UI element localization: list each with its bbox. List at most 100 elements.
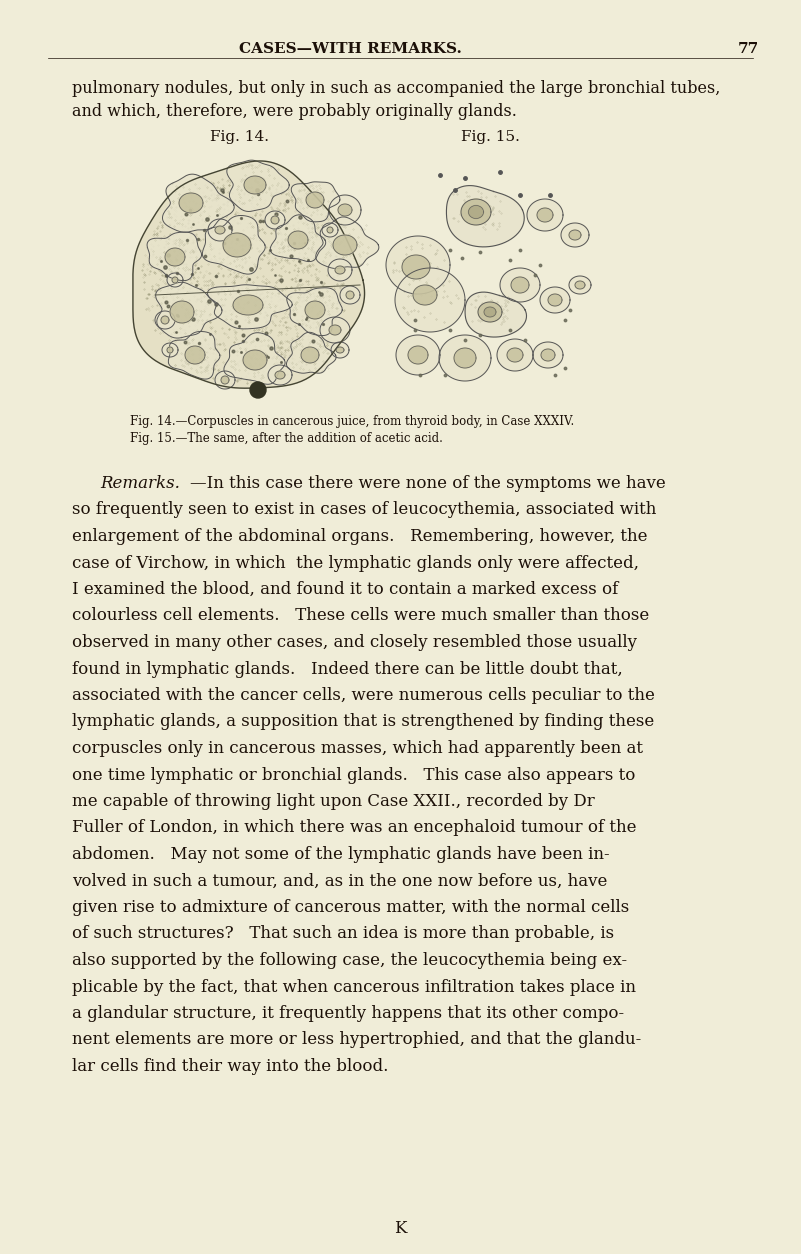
- Text: case of Virchow, in which  the lymphatic glands only were affected,: case of Virchow, in which the lymphatic …: [72, 554, 639, 572]
- Polygon shape: [537, 208, 553, 222]
- Text: I examined the blood, and found it to contain a marked excess of: I examined the blood, and found it to co…: [72, 581, 618, 598]
- Polygon shape: [500, 268, 540, 302]
- Text: enlargement of the abdominal organs.   Remembering, however, the: enlargement of the abdominal organs. Rem…: [72, 528, 647, 545]
- Polygon shape: [336, 347, 344, 352]
- Polygon shape: [461, 199, 491, 224]
- Circle shape: [250, 382, 266, 398]
- Polygon shape: [275, 371, 285, 379]
- Text: colourless cell elements.   These cells were much smaller than those: colourless cell elements. These cells we…: [72, 607, 650, 624]
- Polygon shape: [244, 176, 266, 194]
- Polygon shape: [331, 342, 349, 357]
- Polygon shape: [172, 277, 178, 283]
- Text: lymphatic glands, a supposition that is strengthened by finding these: lymphatic glands, a supposition that is …: [72, 714, 654, 731]
- Text: also supported by the following case, the leucocythemia being ex-: also supported by the following case, th…: [72, 952, 627, 969]
- Text: Fig. 14.: Fig. 14.: [211, 130, 269, 144]
- Text: so frequently seen to exist in cases of leucocythemia, associated with: so frequently seen to exist in cases of …: [72, 502, 656, 518]
- Polygon shape: [575, 281, 585, 288]
- Text: one time lymphatic or bronchial glands.   This case also appears to: one time lymphatic or bronchial glands. …: [72, 766, 635, 784]
- Polygon shape: [533, 342, 563, 367]
- Text: found in lymphatic glands.   Indeed there can be little doubt that,: found in lymphatic glands. Indeed there …: [72, 661, 622, 677]
- Polygon shape: [402, 255, 430, 278]
- Text: plicable by the fact, that when cancerous infiltration takes place in: plicable by the fact, that when cancerou…: [72, 978, 636, 996]
- Polygon shape: [386, 236, 450, 293]
- Polygon shape: [469, 206, 484, 218]
- Polygon shape: [541, 349, 555, 361]
- Polygon shape: [292, 182, 340, 222]
- Text: volved in such a tumour, and, as in the one now before us, have: volved in such a tumour, and, as in the …: [72, 873, 607, 889]
- Polygon shape: [208, 219, 232, 241]
- Text: nent elements are more or less hypertrophied, and that the glandu-: nent elements are more or less hypertrop…: [72, 1032, 642, 1048]
- Text: given rise to admixture of cancerous matter, with the normal cells: given rise to admixture of cancerous mat…: [72, 899, 630, 915]
- Polygon shape: [287, 332, 336, 374]
- Polygon shape: [168, 331, 220, 379]
- Text: CASES—WITH REMARKS.: CASES—WITH REMARKS.: [239, 41, 461, 56]
- Polygon shape: [548, 293, 562, 306]
- Polygon shape: [335, 266, 345, 275]
- Polygon shape: [439, 335, 491, 381]
- Text: abdomen.   May not some of the lymphatic glands have been in-: abdomen. May not some of the lymphatic g…: [72, 846, 610, 863]
- Polygon shape: [155, 311, 175, 329]
- Polygon shape: [322, 223, 338, 237]
- Polygon shape: [329, 196, 361, 224]
- Polygon shape: [306, 192, 324, 208]
- Text: corpuscles only in cancerous masses, which had apparently been at: corpuscles only in cancerous masses, whi…: [72, 740, 643, 757]
- Polygon shape: [221, 376, 229, 384]
- Polygon shape: [270, 214, 326, 262]
- Text: and which, therefore, were probably originally glands.: and which, therefore, were probably orig…: [72, 103, 517, 120]
- Text: Fuller of London, in which there was an encephaloid tumour of the: Fuller of London, in which there was an …: [72, 820, 637, 836]
- Polygon shape: [497, 339, 533, 371]
- Polygon shape: [223, 233, 251, 257]
- Polygon shape: [147, 232, 202, 281]
- Polygon shape: [167, 273, 183, 287]
- Polygon shape: [185, 346, 205, 364]
- Polygon shape: [165, 248, 185, 266]
- Polygon shape: [243, 350, 267, 370]
- Text: Fig. 15.—The same, after the addition of acetic acid.: Fig. 15.—The same, after the addition of…: [130, 431, 443, 445]
- Polygon shape: [268, 365, 292, 385]
- Polygon shape: [287, 287, 342, 336]
- Polygon shape: [396, 335, 440, 375]
- Polygon shape: [527, 199, 563, 231]
- Polygon shape: [161, 316, 169, 324]
- Polygon shape: [305, 301, 325, 319]
- Polygon shape: [561, 223, 589, 247]
- Text: Fig. 14.—Corpuscles in cancerous juice, from thyroid body, in Case XXXIV.: Fig. 14.—Corpuscles in cancerous juice, …: [130, 415, 574, 428]
- Polygon shape: [395, 268, 465, 332]
- Polygon shape: [271, 216, 279, 224]
- Polygon shape: [207, 285, 292, 329]
- Polygon shape: [511, 277, 529, 293]
- Polygon shape: [215, 371, 235, 389]
- Polygon shape: [179, 193, 203, 213]
- Text: a glandular structure, it frequently happens that its other compo-: a glandular structure, it frequently hap…: [72, 1004, 624, 1022]
- Polygon shape: [203, 216, 265, 275]
- Text: 77: 77: [738, 41, 759, 56]
- Polygon shape: [170, 301, 194, 324]
- Polygon shape: [167, 347, 173, 352]
- Polygon shape: [265, 211, 285, 229]
- Polygon shape: [454, 349, 476, 367]
- Text: Fig. 15.: Fig. 15.: [461, 130, 519, 144]
- Polygon shape: [328, 260, 352, 281]
- Polygon shape: [507, 349, 523, 362]
- Polygon shape: [484, 307, 496, 317]
- Polygon shape: [408, 346, 428, 364]
- Polygon shape: [288, 231, 308, 250]
- Text: lar cells find their way into the blood.: lar cells find their way into the blood.: [72, 1058, 388, 1075]
- Polygon shape: [540, 287, 570, 314]
- Text: —In this case there were none of the symptoms we have: —In this case there were none of the sym…: [190, 475, 666, 492]
- Polygon shape: [233, 295, 263, 315]
- Polygon shape: [316, 217, 379, 268]
- Polygon shape: [338, 204, 352, 216]
- Polygon shape: [224, 332, 285, 384]
- Polygon shape: [333, 234, 357, 255]
- Polygon shape: [413, 285, 437, 305]
- Polygon shape: [329, 325, 341, 335]
- Polygon shape: [465, 292, 526, 337]
- Polygon shape: [162, 344, 178, 357]
- Text: of such structures?   That such an idea is more than probable, is: of such structures? That such an idea is…: [72, 925, 614, 943]
- Text: associated with the cancer cells, were numerous cells peculiar to the: associated with the cancer cells, were n…: [72, 687, 655, 703]
- Text: observed in many other cases, and closely resembled those usually: observed in many other cases, and closel…: [72, 635, 637, 651]
- Text: pulmonary nodules, but only in such as accompanied the large bronchial tubes,: pulmonary nodules, but only in such as a…: [72, 80, 720, 97]
- Polygon shape: [301, 347, 319, 362]
- Polygon shape: [327, 227, 333, 233]
